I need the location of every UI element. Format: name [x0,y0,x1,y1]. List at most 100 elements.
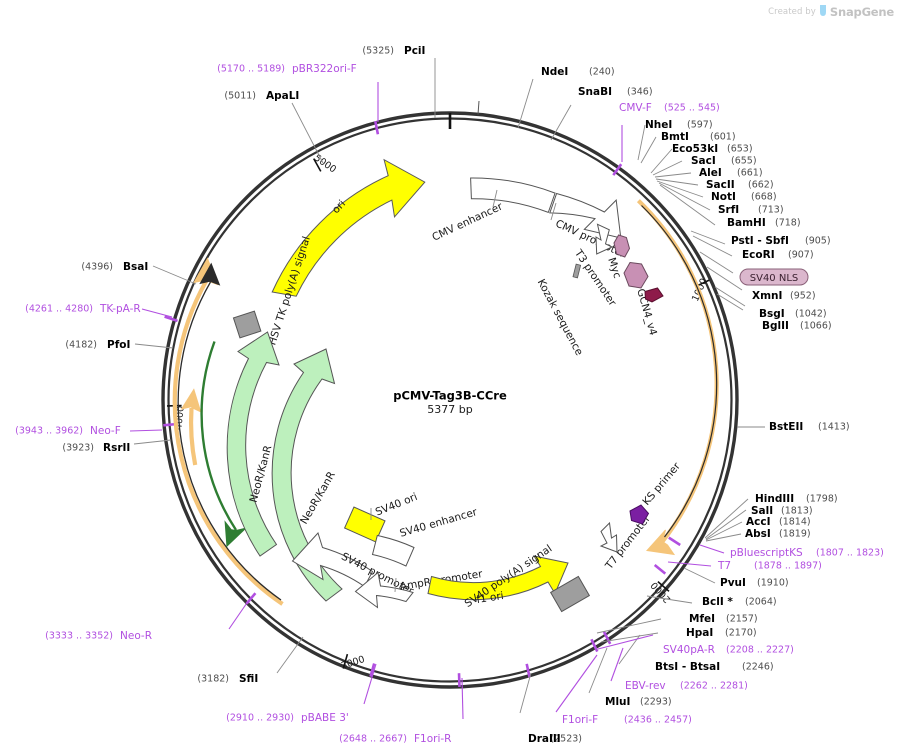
label-BmtI-position: (601) [710,132,736,143]
tick-5000: 5000 [312,153,338,176]
label-SV40pA-R-name: SV40pA-R [663,644,715,656]
label-SalI-position: (1813) [781,506,813,517]
label-SfiI: (3182) SfiI [197,636,304,685]
label-AccI-name: AccI [746,516,770,528]
label-pBABE-3prime: (2910 .. 2930) pBABE 3' [226,663,377,724]
label-AccI-position: (1814) [779,517,811,528]
label-TK-pA-R: (4261 .. 4280) TK-pA-R [25,303,173,318]
label-PvuI-name: PvuI [720,577,746,589]
label-MluI-name: MluI [605,696,630,708]
label-F1ori-R-range: (2648 .. 2667) [339,734,407,745]
label-SacI-name: SacI [691,155,716,167]
snapgene-watermark: Created by SnapGene [768,2,894,21]
label-EBV-rev: (2262 .. 2281) EBV-rev [610,647,748,692]
label-BclI-name: BclI * [702,596,733,608]
label-XmnI-position: (952) [790,291,816,302]
feature-ori: ori [271,158,426,297]
label-BsaI-name: BsaI [123,261,148,273]
label-pBR322ori-F-range: (5170 .. 5189) [217,64,285,75]
feature-neo-cds-green-arrow [200,341,248,548]
label-MluI: (2293) MluI [588,647,672,708]
label-T7-range: (1878 .. 1897) [754,561,822,572]
label-RsrII-position: (3923) [62,443,94,454]
label-NdeI-position: (240) [589,67,615,78]
label-Eco53kI-position: (653) [727,144,753,155]
label-BsaI: (4396) BsaI [81,261,197,285]
label-HpaI: (2170) HpaI [600,627,757,643]
label-BamHI-name: BamHI [727,217,766,229]
feature-left-orange-arc-2 [180,388,202,466]
label-F1ori-F: (2436 .. 2457) F1ori-F [555,654,692,726]
label-NheI-position: (597) [687,120,713,131]
label-F1ori-F-range: (2436 .. 2457) [624,715,692,726]
label-BsgI-name: BsgI [759,308,785,320]
label-DraIII-position: (2523) [550,734,582,745]
label-PciI: (5325) PciI [362,45,436,118]
label-ApaLI: (5011) ApaLI [224,90,324,164]
label-Neo-F: (3943 .. 3962) Neo-F [15,425,163,437]
label-PvuI: (1910) PvuI [683,567,789,589]
label-BtsI-BtsaI: (2246) BtsI - BtsaI [618,634,774,673]
label-SfiI-position: (3182) [197,674,229,685]
label-PciI-position: (5325) [362,46,394,57]
label-SrfI-position: (713) [758,205,784,216]
label-SrfI-name: SrfI [718,204,739,216]
label-AbsI-name: AbsI [745,528,771,540]
label-F1ori-R: (2648 .. 2667) F1ori-R [339,677,464,745]
label-NdeI: (240) NdeI [517,66,615,129]
label-EcoRI-name: EcoRI [742,249,775,261]
feature-left-orange-arc [172,257,284,606]
feature-cmv-enhancer: CMV enhancer [430,177,556,244]
label-pBABE-3prime-name: pBABE 3' [301,712,349,724]
label-BamHI-position: (718) [775,218,801,229]
label-SnaBI: (346) SnaBI [550,86,653,141]
label-pBR322ori-F-name: pBR322ori-F [292,63,357,75]
feature-t7-promoter: T7 promoter [599,512,653,572]
tick-label-5000: 5000 [312,153,338,176]
label-HindIII-name: HindIII [755,493,794,505]
label-RsrII-name: RsrII [103,442,130,454]
label-AleI-position: (661) [737,168,763,179]
label-T7-name: T7 [717,560,731,572]
label-TK-pA-R-name: TK-pA-R [99,303,141,315]
label-PfoI: (4182) PfoI [65,339,174,351]
label-BstEII-position: (1413) [818,422,850,433]
cut-site-ticks [477,100,480,115]
watermark-prefix: Created by [768,6,816,17]
feature-label-neor-kanr-2: NeoR/KanR [298,470,338,527]
label-SacI: (655) SacI [652,155,757,176]
label-EBV-rev-name: EBV-rev [625,680,666,692]
plasmid-title-group: pCMV-Tag3B-CCre 5377 bp [393,389,507,417]
label-BglII-position: (1066) [800,321,832,332]
label-PfoI-position: (4182) [65,340,97,351]
label-PstI-SbfI-position: (905) [805,236,831,247]
label-PvuI-position: (1910) [757,578,789,589]
label-PciI-name: PciI [404,45,425,57]
label-BglII: (1066) BglII [716,293,832,332]
snapgene-logo-icon [819,2,827,21]
label-MfeI-position: (2157) [726,614,758,625]
label-NotI-name: NotI [711,191,736,203]
feature-f1-ori: f1 ori [427,555,569,606]
label-ApaLI-name: ApaLI [266,90,299,102]
label-pBABE-3prime-range: (2910 .. 2930) [226,713,294,724]
label-HindIII-position: (1798) [806,494,838,505]
label-SacI-position: (655) [731,156,757,167]
label-PstI-SbfI-name: PstI - SbfI [731,235,789,247]
label-NheI-name: NheI [645,119,672,131]
feature-label-ks-primer: KS primer [640,460,683,508]
label-SnaBI-name: SnaBI [578,86,612,98]
label-MfeI-name: MfeI [689,613,715,625]
label-BsgI-position: (1042) [795,309,827,320]
label-SV40pA-R: (2208 .. 2227) SV40pA-R [597,634,794,656]
label-T7: (1878 .. 1897) T7 [667,560,822,572]
label-BstEII-name: BstEII [769,421,803,433]
label-CMV-F: (525 .. 545) CMV-F [619,102,720,162]
label-XmnI-name: XmnI [752,290,782,302]
label-BstEII: (1413) BstEII [737,421,850,433]
watermark-brand: SnapGene [829,4,894,19]
label-Neo-R: (3333 .. 3352) Neo-R [45,596,252,642]
label-pBluescriptKS-name: pBluescriptKS [730,547,803,559]
label-F1ori-F-name: F1ori-F [562,714,598,726]
label-AbsI-position: (1819) [779,529,811,540]
